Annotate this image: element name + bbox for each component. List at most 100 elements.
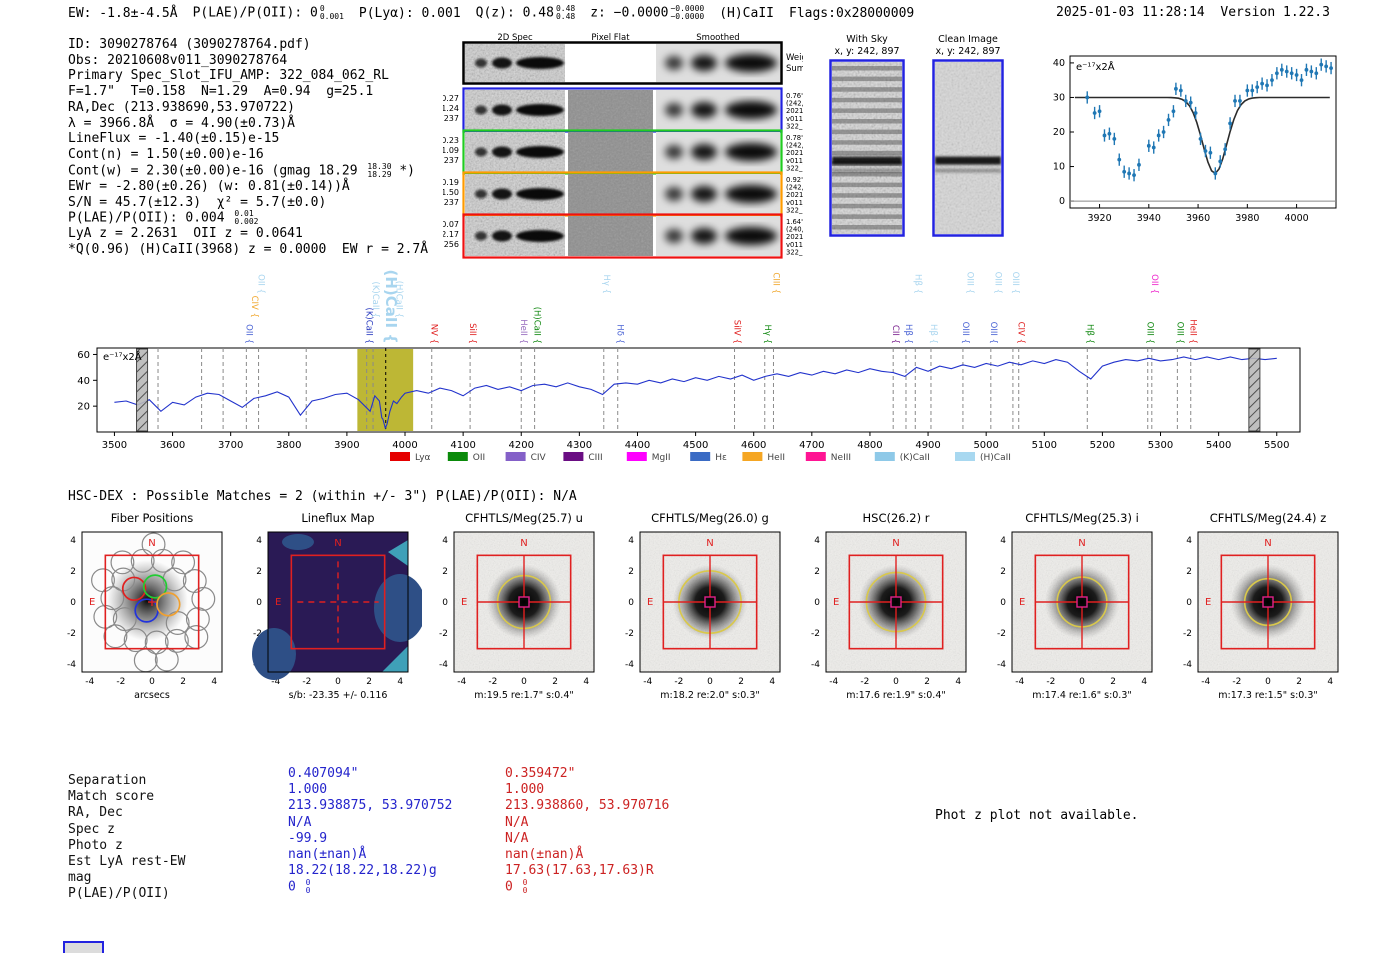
- info-line-13: *Q(0.96) (H)CaII(3968) z = 0.0000 EW r =…: [68, 242, 429, 258]
- top-status-bar: EW: -1.8±-4.5Å P(LAE)/P(OII): 0 0 0.001 P(…: [68, 5, 914, 21]
- panel-cfhtls-meg-25-7-u: CFHTLS/Meg(25.7) u -4 -4 -2 -2 0 0 2 2 4 4 m:19.5 r…: [439, 511, 595, 701]
- svg-text:Hγ {: Hγ {: [762, 324, 772, 344]
- svg-text:N: N: [706, 538, 713, 549]
- spec2d-row-0: WeightedSum: [462, 41, 826, 85]
- info-line-0: ID: 3090278764 (3090278764.pdf): [68, 37, 311, 52]
- svg-text:m:19.5 re:1.7" s:0.4": m:19.5 re:1.7" s:0.4": [474, 690, 574, 701]
- svg-text:5300: 5300: [1148, 440, 1173, 451]
- qz-value: Q(z): 0.48 0.48 0.48: [475, 4, 576, 21]
- svg-text:E: E: [1205, 597, 1211, 608]
- match-value-0-4: -99.9: [288, 830, 328, 846]
- svg-text:2: 2: [1110, 677, 1116, 687]
- spectrum-legend: Lyα OII CIV CIII MgII Hε HeII NeIII (K)CaII (H)Ca…: [390, 452, 1011, 463]
- svg-text:3700: 3700: [218, 440, 243, 451]
- svg-text:2: 2: [1296, 677, 1302, 687]
- svg-text:N: N: [520, 538, 527, 549]
- svg-text:4: 4: [769, 677, 775, 687]
- svg-text:-2: -2: [625, 629, 634, 639]
- svg-text:-2: -2: [439, 629, 448, 639]
- svg-text:OIII {: OIII {: [992, 272, 1002, 294]
- fit-data-points: [1085, 58, 1333, 182]
- svg-text:5000: 5000: [973, 440, 998, 451]
- svg-text:CFHTLS/Meg(26.0) g: CFHTLS/Meg(26.0) g: [651, 511, 769, 525]
- svg-text:Fiber Positions: Fiber Positions: [111, 511, 194, 525]
- svg-text:3800: 3800: [276, 440, 301, 451]
- svg-text:NeIII: NeIII: [831, 453, 851, 463]
- full-spectrum-svg: 3500 3600 3700 3800 3900 4000 4100 4200 4300 4400…: [77, 270, 1301, 463]
- match-candidate-blue: 0.407094" 1.000 213.938875, 53.970752 N/A -9…: [288, 766, 452, 896]
- svg-text:3940: 3940: [1137, 213, 1161, 224]
- svg-text:4: 4: [442, 536, 448, 546]
- svg-text:N: N: [334, 538, 341, 549]
- match-value-0-0: 0.407094": [288, 766, 359, 781]
- svg-text:40: 40: [1053, 58, 1065, 69]
- svg-text:N: N: [1264, 538, 1271, 549]
- panel-cfhtls-meg-25-3-i: CFHTLS/Meg(25.3) i -4 -4 -2 -2 0 0 2 2 4 4 m:17.4 r…: [997, 511, 1153, 701]
- svg-text:0: 0: [1265, 677, 1271, 687]
- svg-text:4900: 4900: [915, 440, 940, 451]
- match-value-0-6: 18.22(18.22,18.22)g: [288, 863, 437, 879]
- match-value-0-2: 213.938875, 53.970752: [288, 798, 453, 814]
- svg-text:-4: -4: [85, 677, 94, 687]
- svg-text:2: 2: [552, 677, 558, 687]
- svg-text:Sum: Sum: [786, 64, 803, 74]
- svg-text:-2: -2: [1046, 677, 1055, 687]
- svg-text:0: 0: [1079, 677, 1085, 687]
- version-value: Version 1.22.3: [1220, 5, 1330, 20]
- svg-text:0.27: 0.27: [443, 94, 459, 103]
- detection-info-block: ID: 3090278764 (3090278764.pdf) Obs: 2021…: [68, 37, 428, 258]
- svg-text:-2: -2: [860, 677, 869, 687]
- panel-cfhtls-meg-26-0-g: CFHTLS/Meg(26.0) g -4 -4 -2 -2 0 0 2 2 4 4 m:18.2 r…: [625, 511, 781, 701]
- match-value-1-5: nan(±nan)Å: [505, 847, 584, 863]
- svg-text:3920: 3920: [1087, 213, 1111, 224]
- svg-text:4: 4: [256, 536, 262, 546]
- svg-text:Hβ {: Hβ {: [928, 324, 938, 344]
- svg-text:NV {: NV {: [429, 324, 439, 344]
- svg-text:(H)CaII {: (H)CaII {: [382, 270, 400, 344]
- svg-text:m:17.4 re:1.6" s:0.3": m:17.4 re:1.6" s:0.3": [1032, 690, 1132, 701]
- svg-text:CFHTLS/Meg(24.4) z: CFHTLS/Meg(24.4) z: [1210, 511, 1326, 525]
- svg-text:E: E: [647, 597, 653, 608]
- spectral-line-labels: OII {CIV {OII {(K)CaII {(K)CaII {(H)CaII…: [243, 270, 1197, 344]
- svg-text:-4: -4: [829, 677, 838, 687]
- plya-value: P(Lyα): 0.001: [358, 5, 461, 21]
- svg-text:4: 4: [814, 536, 820, 546]
- stacked-range: 18.30 18.29: [367, 161, 392, 179]
- svg-text:0: 0: [893, 677, 899, 687]
- svg-text:OIII {: OIII {: [960, 322, 970, 344]
- svg-text:2: 2: [180, 677, 186, 687]
- svg-text:4: 4: [1000, 536, 1006, 546]
- svg-text:3500: 3500: [102, 440, 127, 451]
- svg-text:OIII {: OIII {: [988, 322, 998, 344]
- match-value-1-3: N/A: [505, 814, 529, 830]
- match-value-1-6: 17.63(17.63,17.63)R: [505, 863, 654, 879]
- svg-text:(K)CaII: (K)CaII: [900, 453, 930, 463]
- svg-text:322_RL_081: 322_RL_081: [786, 248, 803, 256]
- svg-text:Weighted: Weighted: [786, 53, 803, 63]
- qz-range: 0.48 0.48: [555, 4, 576, 21]
- svg-text:-4: -4: [1015, 677, 1024, 687]
- svg-text:OIII {: OIII {: [1174, 322, 1184, 344]
- svg-text:-2: -2: [1232, 677, 1241, 687]
- info-line-8: Cont(w) = 2.30(±0.00)e-16 (gmag 18.29 18…: [68, 161, 415, 179]
- panel-fiber-positions: Fiber Positions -4 -4 -2 -2 0 0 2 2 4 4 arcsecs N E: [67, 511, 223, 701]
- line-id-value: (H)CaII: [719, 5, 774, 21]
- report-timestamp: 2025-01-03 11:28:14 Version 1.22.3: [1056, 5, 1330, 20]
- svg-text:-2: -2: [253, 629, 262, 639]
- match-row-label-4: Photo z: [68, 837, 123, 853]
- svg-text:(H)CaII {: (H)CaII {: [532, 307, 542, 344]
- line-fit-plot: 3920 3940 3960 3980 4000 0 10 20 30 40 e⁻¹⁷x2Å: [1038, 40, 1353, 244]
- svg-text:-2: -2: [488, 677, 497, 687]
- svg-text:N: N: [1078, 538, 1085, 549]
- matches-header: HSC-DEX : Possible Matches = 2 (within +…: [68, 489, 577, 504]
- info-line-2: Primary Spec_Slot_IFU_AMP: 322_084_062_R…: [68, 68, 389, 84]
- svg-text:1.24: 1.24: [443, 104, 459, 113]
- svg-text:-2: -2: [1183, 629, 1192, 639]
- svg-text:1.64": 1.64": [786, 218, 803, 226]
- svg-text:2: 2: [256, 567, 262, 577]
- svg-text:20: 20: [1053, 127, 1065, 138]
